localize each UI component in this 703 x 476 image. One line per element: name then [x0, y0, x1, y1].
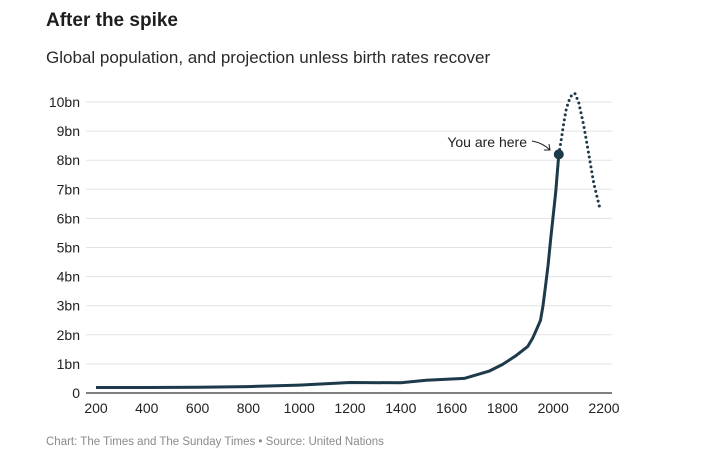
x-tick-label: 200	[84, 400, 108, 416]
x-tick-label: 1800	[487, 400, 518, 416]
chart-subtitle: Global population, and projection unless…	[46, 48, 491, 67]
y-tick-label: 1bn	[57, 356, 80, 372]
you-are-here-marker	[553, 149, 564, 160]
x-tick-label: 600	[186, 400, 210, 416]
y-tick-label: 5bn	[57, 240, 80, 256]
y-tick-label: 10bn	[49, 94, 80, 110]
x-tick-label: 1200	[334, 400, 365, 416]
y-tick-label: 7bn	[57, 181, 80, 197]
x-tick-label: 1600	[436, 400, 467, 416]
y-tick-label: 6bn	[57, 210, 80, 226]
x-tick-label: 2200	[588, 400, 619, 416]
y-tick-label: 8bn	[57, 152, 80, 168]
x-tick-label: 800	[237, 400, 261, 416]
annotation-arrow-icon	[531, 140, 551, 151]
x-tick-label: 400	[135, 400, 159, 416]
y-tick-label: 0	[72, 385, 80, 401]
x-tick-label: 1400	[385, 400, 416, 416]
projection-line	[557, 91, 602, 212]
historical-line	[96, 154, 561, 389]
x-tick-label: 2000	[538, 400, 569, 416]
y-tick-label: 9bn	[57, 123, 80, 139]
y-tick-label: 4bn	[57, 269, 80, 285]
y-tick-label: 3bn	[57, 298, 80, 314]
annotation-label: You are here	[447, 134, 527, 150]
y-tick-label: 2bn	[57, 327, 80, 343]
x-tick-label: 1000	[284, 400, 315, 416]
chart-source: Chart: The Times and The Sunday Times • …	[46, 436, 384, 448]
chart-title: After the spike	[46, 10, 178, 31]
